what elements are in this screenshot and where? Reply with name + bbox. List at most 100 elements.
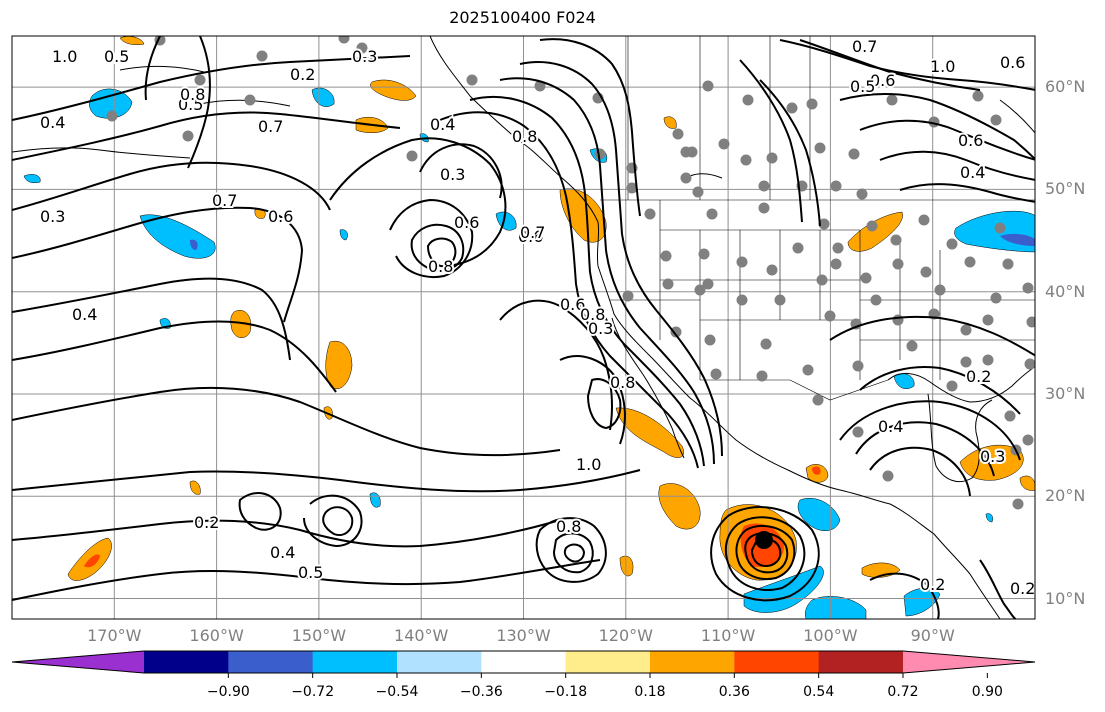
station-dot <box>892 314 904 326</box>
latitude-label: 30°N <box>1045 383 1086 403</box>
colorbar-extend-high <box>903 651 1035 673</box>
station-dot <box>244 94 256 106</box>
contour-value-label: 0.3 <box>588 319 613 338</box>
station-dot <box>622 290 634 302</box>
coastlines <box>12 36 1035 619</box>
state-borders <box>600 36 1035 401</box>
station-dot <box>702 80 714 92</box>
colorbar-swatch <box>228 651 314 673</box>
contour-value-label: 0.2 <box>1010 579 1035 598</box>
station-dot <box>758 180 770 192</box>
contour-value-label: 0.4 <box>40 113 65 132</box>
station-dot <box>182 130 194 142</box>
station-dot <box>830 258 842 270</box>
station-dot <box>946 380 958 392</box>
contour-value-label: 0.4 <box>72 305 97 324</box>
station-dot <box>972 90 984 102</box>
contour-value-label: 0.5 <box>178 95 203 114</box>
station-dot <box>1012 498 1024 510</box>
contour-value-label: 0.8 <box>180 85 205 104</box>
station-dot <box>982 354 994 366</box>
colorbar-swatch <box>650 651 735 673</box>
latitude-label: 60°N <box>1045 77 1086 97</box>
contour-value-label: 0.3 <box>40 207 65 226</box>
station-dot <box>758 202 770 214</box>
longitude-label: 170°W <box>87 626 142 645</box>
station-dot <box>960 356 972 368</box>
station-dot <box>760 338 772 350</box>
observation-stations <box>106 36 1035 510</box>
contour-value-label: 0.6 <box>1000 53 1025 72</box>
contour-value-label: 0.3 <box>440 165 465 184</box>
station-dot <box>856 188 868 200</box>
contour-value-label: 0.8 <box>428 257 453 276</box>
station-dot <box>1022 434 1034 446</box>
contour-value-label: 1.0 <box>52 47 77 66</box>
contour-value-label: 0.8 <box>580 305 605 324</box>
station-dot <box>194 74 206 86</box>
station-dot <box>792 242 804 254</box>
contour-value-label: 0.7 <box>258 117 283 136</box>
station-dot <box>256 50 268 62</box>
colorbar-swatch <box>144 651 229 673</box>
contour-value-label: 1.0 <box>576 455 601 474</box>
contour-value-label: 0.4 <box>960 163 985 182</box>
contour-value-label: 0.5 <box>850 77 875 96</box>
storm-center-marker <box>755 531 773 549</box>
station-dot <box>742 94 754 106</box>
latitude-label: 10°N <box>1045 588 1086 608</box>
station-dot <box>356 42 368 54</box>
contour-value-label: 0.8 <box>556 517 581 536</box>
station-dot <box>338 36 350 44</box>
station-dot <box>736 256 748 268</box>
latitude-label: 50°N <box>1045 179 1086 199</box>
contour-value-label: 0.4 <box>270 543 295 562</box>
station-dot <box>802 364 814 376</box>
longitude-label: 140°W <box>394 626 449 645</box>
colorbar-tick-label: −0.72 <box>291 684 335 700</box>
contour-lines <box>12 36 1035 619</box>
contour-value-label: 0.4 <box>878 417 903 436</box>
station-dot <box>660 250 672 262</box>
colorbar-tick-label: 0.72 <box>887 684 919 700</box>
station-dot <box>990 114 1002 126</box>
colorbar-swatch <box>565 651 651 673</box>
station-dot <box>1004 410 1016 422</box>
station-dot <box>718 138 730 150</box>
contour-value-label: 0.5 <box>104 47 129 66</box>
contour-value-label: 0.6 <box>268 207 293 226</box>
shaded-field-negative <box>23 87 1035 619</box>
contour-value-label: 0.7 <box>520 223 545 242</box>
contour-value-label: 0.2 <box>290 65 315 84</box>
colorbar-tick-label: −0.54 <box>375 684 419 700</box>
contour-value-label: 0.3 <box>352 47 377 66</box>
contour-value-label: 0.8 <box>610 373 635 392</box>
colorbar-swatch <box>312 651 398 673</box>
station-dot <box>1024 358 1035 370</box>
contour-value-label: 0.6 <box>870 71 895 90</box>
contour-value-label: 0.4 <box>430 115 455 134</box>
latitude-label: 20°N <box>1045 486 1086 506</box>
colorbar-swatch <box>481 651 567 673</box>
station-dot <box>890 234 902 246</box>
station-dot <box>848 148 860 160</box>
station-dot <box>686 146 698 158</box>
station-dot <box>672 128 684 140</box>
station-dot <box>920 266 932 278</box>
station-dot <box>786 102 798 114</box>
station-dot <box>906 340 918 352</box>
station-dot <box>626 182 638 194</box>
map-title: 2025100400 F024 <box>449 8 596 27</box>
longitude-label: 160°W <box>189 626 244 645</box>
station-dot <box>918 214 930 226</box>
station-dot <box>946 238 958 250</box>
contour-value-label: 0.6 <box>454 213 479 232</box>
station-dot <box>994 222 1006 234</box>
colorbar <box>11 650 1036 678</box>
station-dot <box>740 154 752 166</box>
station-dot <box>692 186 704 198</box>
station-dot <box>866 220 878 232</box>
station-dot <box>680 172 692 184</box>
station-dot <box>860 272 872 284</box>
